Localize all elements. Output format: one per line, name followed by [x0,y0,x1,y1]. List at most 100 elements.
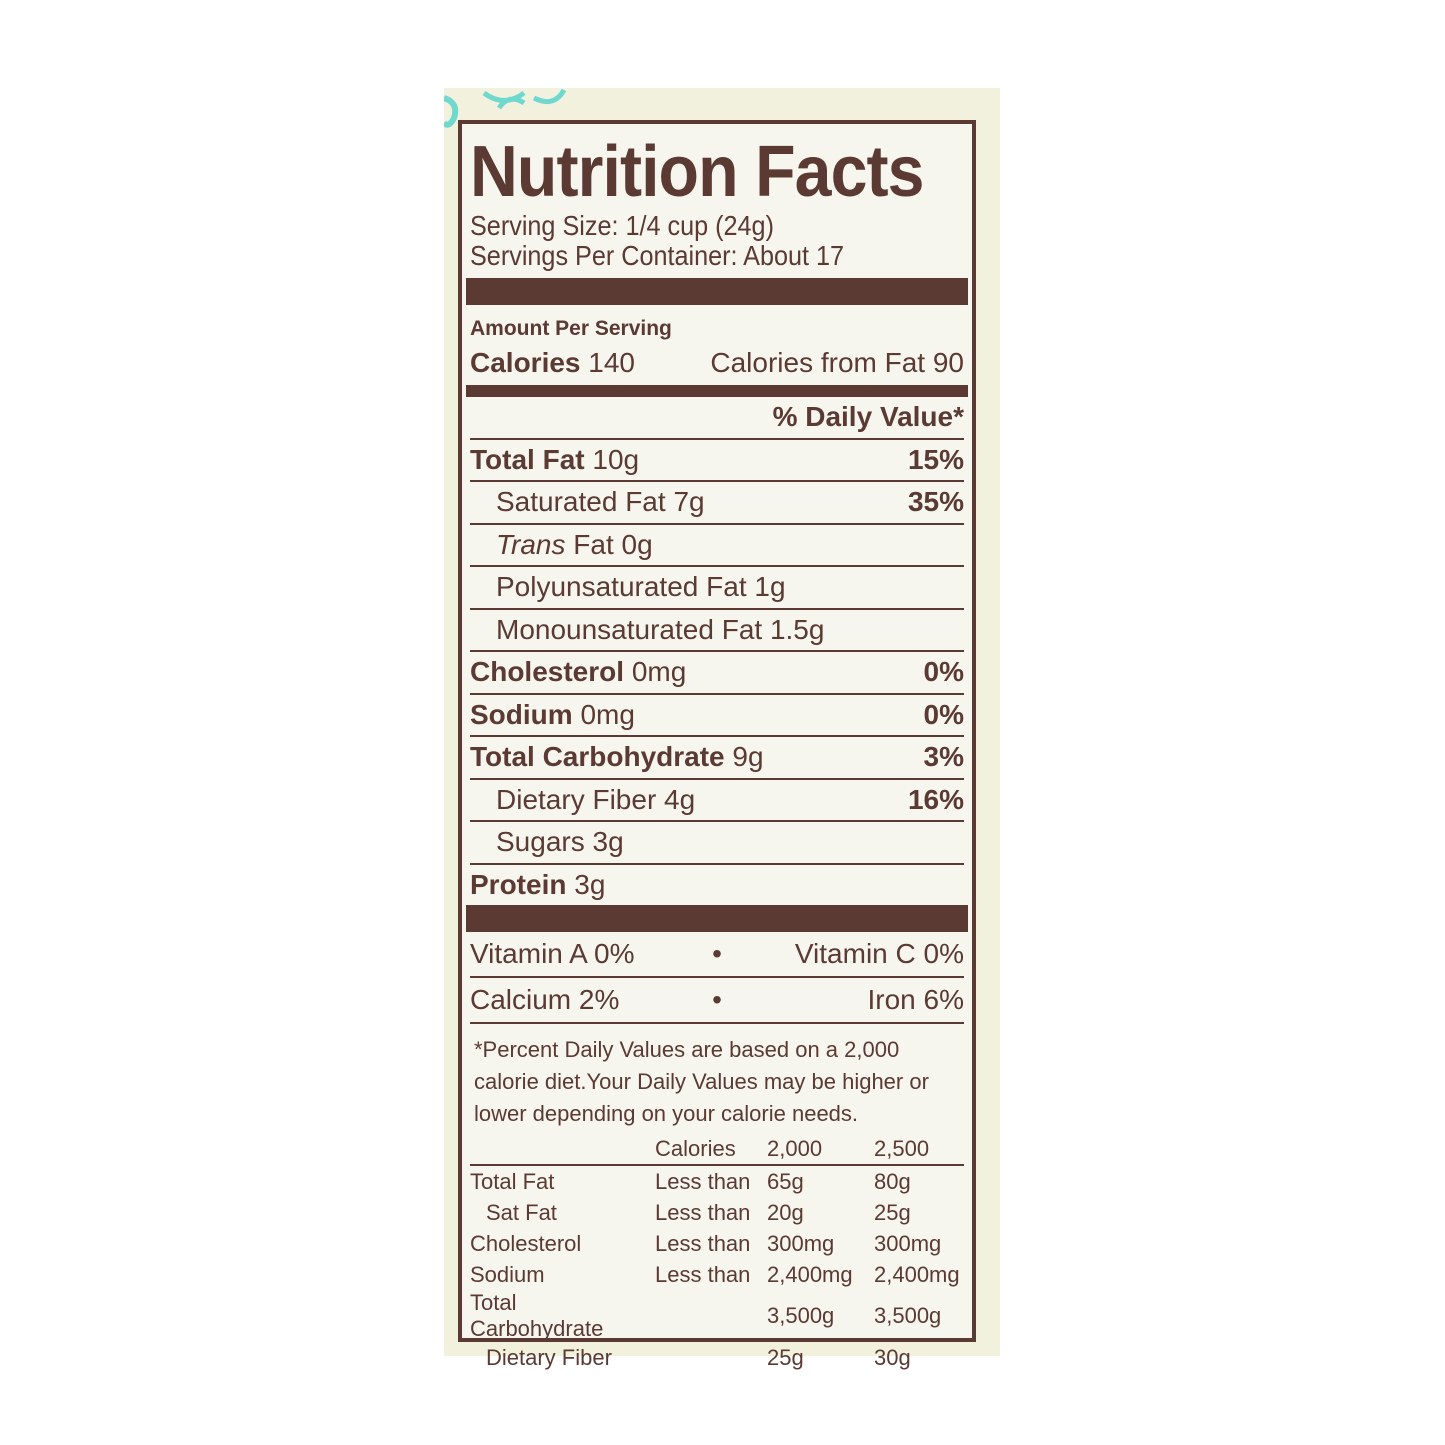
table-cell: 2,400mg [874,1261,960,1287]
table-header: 2,000 [767,1134,874,1166]
thick-divider [466,905,968,932]
calories-value: 140 [588,347,635,378]
nutrient-dv: 16% [907,783,964,815]
nutrient-row-sodium: Sodium 0mg 0% [470,695,964,737]
daily-value-reference-table: Calories 2,000 2,500 Total Fat Less than 6… [470,1134,964,1373]
nutrient-label: Trans [496,528,566,560]
table-cell: Sodium [470,1261,545,1287]
nutrient-dv: 0% [923,656,964,688]
nutrient-amount: 7g [673,486,705,518]
nutrient-label: Monounsaturated Fat [496,613,763,645]
table-cell: Sat Fat [486,1199,557,1225]
table-cell: 3,500g [767,1303,835,1328]
nutrient-label: Sugars [496,826,585,858]
servings-per-container: Servings Per Container: About 17 [470,240,845,271]
nutrient-amount: 3g [574,868,606,900]
thick-divider [466,278,968,305]
table-header: Calories [655,1134,767,1166]
nutrient-row-saturated-fat: Saturated Fat 7g 35% [470,482,964,525]
table-cell: 25g [874,1199,911,1225]
nutrient-label: Total Carbohydrate [470,741,725,773]
table-cell: Less than [655,1230,751,1256]
vitamin-right: Iron 6% [867,984,965,1015]
label-title: Nutrition Facts [470,132,924,212]
calories-label: Calories [470,347,581,378]
table-cell: Less than [655,1199,751,1225]
nutrient-row-monounsaturated-fat: Monounsaturated Fat 1.5g [470,610,964,652]
vitamin-row: Vitamin A 0% • Vitamin C 0% [470,932,964,978]
table-cell: 2,400mg [767,1261,853,1287]
table-row: Sat Fat Less than 20g 25g [470,1197,964,1228]
table-header [470,1134,655,1166]
table-header: 2,500 [874,1134,964,1166]
table-cell: Total Fat [470,1168,555,1194]
nutrient-dv: 0% [923,698,964,730]
table-cell [655,1290,767,1342]
table-cell: 3,500g [874,1303,942,1328]
table-row: Sodium Less than 2,400mg 2,400mg [470,1259,964,1290]
swirl-decoration-icon [444,88,567,128]
nutrient-row-cholesterol: Cholesterol 0mg 0% [470,652,964,695]
nutrient-label: Sodium [470,698,573,730]
table-cell: 30g [874,1344,911,1370]
daily-value-header-row: % Daily Value* [470,397,964,440]
table-cell: 20g [767,1199,804,1225]
nutrient-label: Protein [470,868,567,900]
nutrient-row-trans-fat: Trans Fat 0g [470,525,964,567]
nutrient-label: Saturated Fat [496,486,666,518]
nutrient-row-sugars: Sugars 3g [470,822,964,865]
nutrient-label: Polyunsaturated Fat [496,571,747,603]
table-cell [655,1342,767,1373]
table-row: Total Fat Less than 65g 80g [470,1165,964,1197]
table-cell: Cholesterol [470,1230,582,1256]
table-cell: 65g [767,1168,804,1194]
nutrient-amount: 3g [592,826,624,858]
table-cell: Total Carbohydrate [470,1290,604,1341]
nutrient-amount: 0mg [580,698,635,730]
nutrient-label: Total Fat [470,443,585,475]
nutrient-label: Dietary Fiber [496,783,657,815]
table-row: Dietary Fiber 25g 30g [470,1342,964,1373]
nutrient-row-dietary-fiber: Dietary Fiber 4g 16% [470,780,964,822]
table-cell: 300mg [767,1230,835,1256]
nutrient-label: Cholesterol [470,656,625,688]
vitamin-right: Vitamin C 0% [794,938,964,969]
table-row: Total Carbohydrate 3,500g 3,500g [470,1290,964,1342]
nutrient-row-polyunsaturated-fat: Polyunsaturated Fat 1g [470,567,964,610]
nutrition-facts-label: Nutrition Facts Serving Size: 1/4 cup (2… [458,120,976,1370]
nutrient-dv: 35% [907,486,964,518]
table-cell: Less than [655,1168,751,1194]
nutrient-amount: 4g [664,783,696,815]
nutrient-amount: 9g [732,741,764,773]
table-cell: Less than [655,1261,751,1287]
bullet: • [712,984,722,1015]
nutrient-amount: 0mg [631,656,687,688]
table-cell: 25g [767,1344,804,1370]
calories-from-fat: Calories from Fat 90 [710,347,964,378]
table-header-row: Calories 2,000 2,500 [470,1134,964,1166]
nutrient-amount: 0g [621,528,653,560]
nutrient-row-total-fat: Total Fat 10g 15% [470,440,964,482]
nutrient-row-total-carbohydrate: Total Carbohydrate 9g 3% [470,737,964,780]
table-row: Cholesterol Less than 300mg 300mg [470,1228,964,1259]
daily-value-header: % Daily Value* [772,401,964,433]
footnote: *Percent Daily Values are based on a 2,0… [474,1037,929,1126]
nutrient-dv: 15% [907,443,964,475]
vitamin-left: Vitamin A 0% [470,938,635,969]
bullet: • [712,938,722,969]
medium-divider [466,385,968,397]
nutrient-amount: 1.5g [769,613,825,645]
nutrient-amount: 10g [592,443,640,475]
nutrient-label-rest: Fat [573,528,614,560]
nutrient-amount: 1g [754,571,786,603]
vitamin-left: Calcium 2% [470,984,620,1015]
serving-size: Serving Size: 1/4 cup (24g) [470,210,774,241]
nutrient-dv: 3% [923,741,964,773]
table-cell: Dietary Fiber [486,1344,612,1370]
amount-per-serving: Amount Per Serving [470,317,672,340]
nutrient-row-protein: Protein 3g [470,865,964,906]
vitamin-row: Calcium 2% • Iron 6% [470,978,964,1024]
table-cell: 80g [874,1168,911,1194]
table-cell: 300mg [874,1230,942,1256]
calories-row: Calories 140 Calories from Fat 90 [470,341,964,385]
